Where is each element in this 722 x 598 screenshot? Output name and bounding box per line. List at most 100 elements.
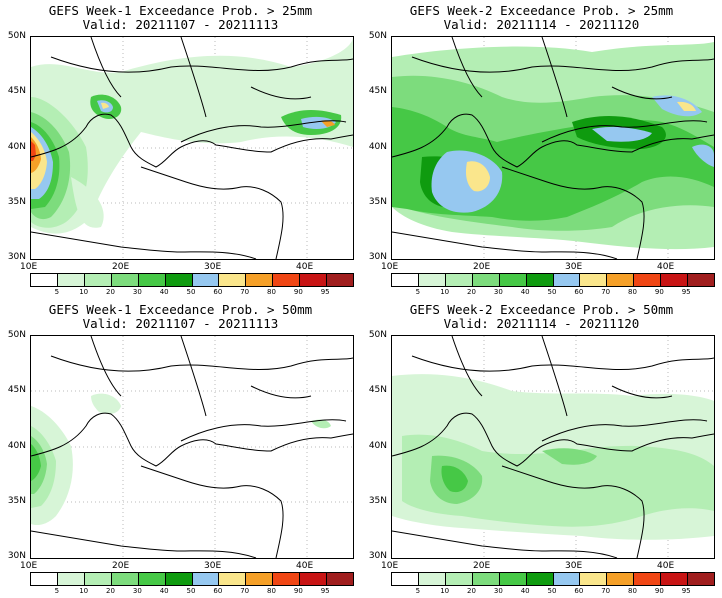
legend-swatch	[192, 573, 220, 585]
legend-swatch	[418, 274, 446, 286]
lon-label-30e: 30E	[565, 262, 583, 272]
legend-swatch	[634, 274, 662, 286]
legend-swatch	[327, 573, 354, 585]
legend-swatch	[246, 274, 274, 286]
legend-swatch	[219, 274, 247, 286]
legend-swatch	[418, 573, 446, 585]
lon-label-10e: 10E	[20, 561, 38, 571]
legend-swatch	[138, 573, 166, 585]
lat-label-40n: 40N	[7, 142, 26, 152]
legend-tick-label: 30	[493, 587, 503, 595]
legend-tick-label: 5	[415, 587, 421, 595]
legend-ticks: 5 10 20 30 40 50 60 70 80 90 95	[30, 587, 352, 597]
lon-label-40e: 40E	[657, 262, 675, 272]
legend-swatch	[553, 573, 581, 585]
legend-swatch	[634, 573, 662, 585]
lon-label-30e: 30E	[204, 561, 222, 571]
panel-title: GEFS Week-2 Exceedance Prob. > 50mm	[409, 302, 674, 317]
panel-title: GEFS Week-1 Exceedance Prob. > 50mm	[48, 302, 313, 317]
lat-label-45n: 45N	[368, 385, 387, 395]
legend-tick-label: 30	[493, 288, 503, 296]
panel-valid-date: Valid: 20211114 - 20211120	[443, 17, 640, 32]
lon-label-20e: 20E	[112, 262, 130, 272]
legend-swatch	[499, 274, 527, 286]
lat-label-35n: 35N	[7, 197, 26, 207]
lat-label-50n: 50N	[368, 330, 387, 340]
legend-tick-label: 95	[320, 587, 330, 595]
lon-label-40e: 40E	[657, 561, 675, 571]
legend-tick-label: 5	[54, 587, 60, 595]
legend-tick-label: 60	[574, 587, 584, 595]
legend-tick-label: 90	[293, 587, 303, 595]
lat-label-45n: 45N	[7, 86, 26, 96]
legend-swatch	[472, 274, 500, 286]
legend-tick-label: 40	[159, 587, 169, 595]
legend-tick-label: 80	[267, 288, 276, 296]
legend-tick-label: 20	[467, 288, 476, 296]
legend-swatch	[526, 573, 554, 585]
legend-tick-label: 95	[320, 288, 330, 296]
precip-map-svg	[392, 336, 714, 558]
legend-swatch	[111, 274, 139, 286]
legend-swatch	[499, 573, 527, 585]
legend-tick-label: 10	[440, 288, 450, 296]
map-area	[391, 36, 715, 260]
lat-label-45n: 45N	[368, 86, 387, 96]
precip-map-svg	[392, 37, 714, 259]
legend-tick-label: 70	[240, 288, 250, 296]
legend-swatch	[661, 274, 689, 286]
panel-week1-25mm: GEFS Week-1 Exceedance Prob. > 25mm Vali…	[0, 0, 361, 299]
lat-label-50n: 50N	[368, 31, 387, 41]
legend-tick-label: 70	[240, 587, 250, 595]
lat-label-50n: 50N	[7, 330, 26, 340]
lon-label-20e: 20E	[112, 561, 130, 571]
legend-tick-label: 50	[186, 288, 196, 296]
panel-week1-50mm: GEFS Week-1 Exceedance Prob. > 50mm Vali…	[0, 299, 361, 598]
lat-label-40n: 40N	[368, 142, 387, 152]
lon-label-40e: 40E	[296, 262, 314, 272]
lon-label-30e: 30E	[565, 561, 583, 571]
legend-tick-label: 50	[186, 587, 196, 595]
legend-swatch	[580, 573, 608, 585]
legend-tick-label: 20	[106, 288, 115, 296]
lon-label-20e: 20E	[473, 561, 491, 571]
legend-tick-label: 40	[520, 288, 530, 296]
legend-swatch	[661, 573, 689, 585]
legend-tick-label: 95	[681, 288, 691, 296]
legend-tick-label: 90	[654, 587, 664, 595]
lat-label-30n: 30N	[368, 551, 387, 561]
legend-swatch	[57, 274, 85, 286]
legend-tick-label: 40	[520, 587, 530, 595]
lat-label-30n: 30N	[7, 551, 26, 561]
legend-tick-label: 70	[601, 288, 611, 296]
legend-tick-label: 10	[440, 587, 450, 595]
panel-valid-date: Valid: 20211107 - 20211113	[82, 17, 279, 32]
lon-label-40e: 40E	[296, 561, 314, 571]
lon-label-30e: 30E	[204, 262, 222, 272]
legend-swatch	[84, 274, 112, 286]
legend-ticks: 5 10 20 30 40 50 60 70 80 90 95	[30, 288, 352, 298]
legend-swatch	[300, 573, 328, 585]
color-legend	[30, 572, 354, 586]
panel-title: GEFS Week-1 Exceedance Prob. > 25mm	[48, 3, 313, 18]
lat-label-40n: 40N	[368, 441, 387, 451]
panel-week2-50mm: GEFS Week-2 Exceedance Prob. > 50mm Vali…	[361, 299, 722, 598]
legend-tick-label: 90	[654, 288, 664, 296]
legend-swatch	[607, 573, 635, 585]
lon-label-10e: 10E	[381, 262, 399, 272]
legend-swatch	[445, 573, 473, 585]
legend-swatch	[472, 573, 500, 585]
legend-swatch	[580, 274, 608, 286]
legend-swatch	[111, 573, 139, 585]
lat-label-30n: 30N	[7, 252, 26, 262]
legend-swatch	[607, 274, 635, 286]
legend-tick-label: 20	[106, 587, 115, 595]
lat-label-45n: 45N	[7, 385, 26, 395]
lon-label-10e: 10E	[381, 561, 399, 571]
legend-swatch	[219, 573, 247, 585]
color-legend	[30, 273, 354, 287]
legend-tick-label: 20	[467, 587, 476, 595]
legend-swatch	[688, 573, 715, 585]
legend-swatch	[192, 274, 220, 286]
lat-label-30n: 30N	[368, 252, 387, 262]
